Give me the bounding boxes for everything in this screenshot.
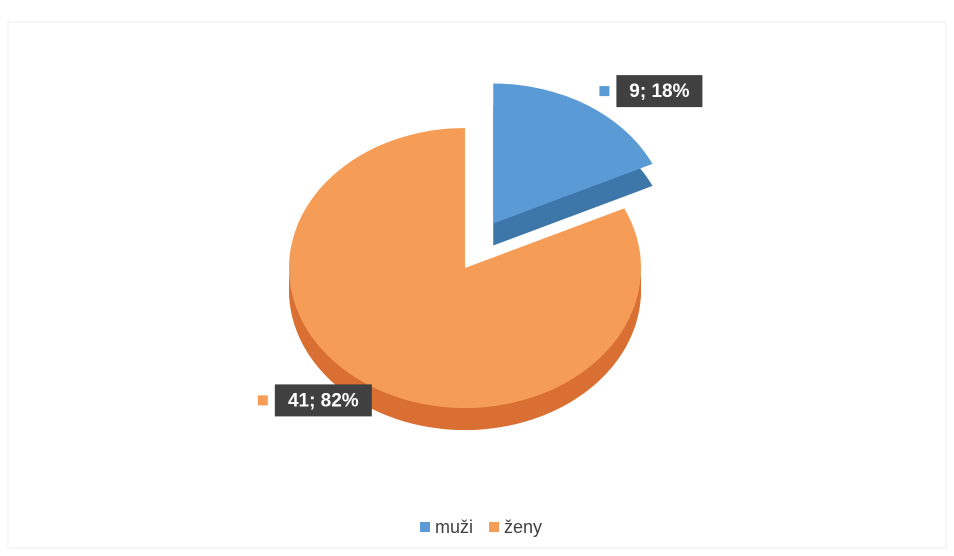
legend-label: ženy xyxy=(504,517,542,537)
data-label: 9; 18% xyxy=(599,75,703,108)
data-label-key xyxy=(599,86,610,97)
pie-slice-side xyxy=(289,268,641,430)
data-label-box xyxy=(274,384,372,417)
data-label-text: 41; 82% xyxy=(288,390,359,411)
data-label-box xyxy=(616,75,703,108)
legend-swatch xyxy=(420,522,430,532)
legend-swatch xyxy=(489,522,500,532)
legend-label: muži xyxy=(435,517,473,537)
pie-slice xyxy=(493,83,653,224)
data-label-text: 9; 18% xyxy=(629,81,689,102)
pie-slice xyxy=(289,128,641,408)
data-label: 41; 82% xyxy=(257,384,372,417)
data-label-key xyxy=(257,395,268,406)
